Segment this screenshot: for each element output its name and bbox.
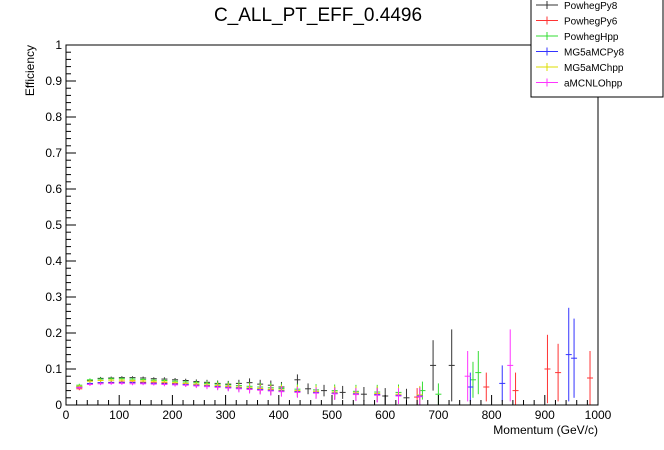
data-point	[313, 387, 320, 399]
y-tick-label: 0.4	[45, 254, 62, 268]
data-point	[507, 329, 514, 402]
legend-item: PowhegPy8	[536, 1, 618, 12]
y-tick-label: 0.8	[45, 110, 62, 124]
legend: PowhegPy8 PowhegPy6 PowhegHpp MG5aMCPy8 MG5a…	[530, 0, 664, 98]
data-point	[129, 379, 136, 382]
data-point	[182, 383, 189, 387]
data-point	[108, 378, 115, 382]
data-point	[555, 343, 562, 402]
data-point	[86, 383, 93, 386]
data-point	[360, 387, 367, 402]
data-point	[246, 385, 253, 394]
data-point	[499, 365, 506, 402]
legend-label: PowhegPy6	[564, 17, 618, 28]
data-point	[129, 382, 136, 386]
legend-item: PowhegHpp	[536, 32, 619, 43]
x-tick-label: 700	[428, 408, 448, 422]
data-point	[161, 382, 168, 387]
data-point	[278, 386, 285, 397]
y-tick-label: 0.1	[45, 362, 62, 376]
data-point	[76, 386, 83, 390]
data-point	[257, 385, 264, 395]
data-point	[140, 382, 147, 386]
y-tick-label: 0.2	[45, 326, 62, 340]
x-tick-label: 100	[109, 408, 129, 422]
legend-item: aMCNLOhpp	[536, 78, 623, 90]
data-point	[97, 382, 104, 386]
legend-box	[530, 0, 664, 98]
data-point	[294, 374, 301, 386]
y-tick-label: 0.5	[45, 218, 62, 232]
data-point	[512, 372, 519, 405]
series-aMCNLOhpp	[76, 329, 514, 405]
legend-item: MG5aMCPy8	[536, 47, 624, 59]
data-point	[193, 383, 200, 389]
data-point	[483, 372, 490, 402]
x-tick-label: 900	[535, 408, 555, 422]
data-point	[97, 379, 104, 382]
y-tick-label: 0.7	[45, 146, 62, 160]
data-marks	[76, 307, 594, 405]
y-tick-label: 0	[55, 398, 62, 412]
data-point	[374, 388, 381, 403]
y-tick-label: 0.6	[45, 182, 62, 196]
data-point	[395, 388, 402, 404]
data-point	[587, 351, 594, 405]
x-tick-label: 1000	[585, 408, 612, 422]
data-point	[416, 387, 423, 405]
legend-label: MG5aMChpp	[564, 63, 624, 74]
legend-label: PowhegPy8	[564, 1, 618, 12]
legend-label: aMCNLOhpp	[564, 79, 623, 90]
x-tick-label: 300	[216, 408, 236, 422]
data-point	[321, 384, 328, 397]
legend-item: MG5aMChpp	[536, 63, 624, 74]
data-point	[225, 384, 232, 392]
data-point	[467, 372, 474, 402]
data-point	[469, 361, 476, 398]
data-point	[118, 381, 125, 385]
data-point	[305, 383, 312, 395]
data-point	[203, 384, 210, 390]
data-point	[172, 383, 179, 387]
axes: 0 100 200 300 400 500 600 700 800 900 1000 0 0.1 0.2 0…	[45, 38, 611, 422]
data-point	[86, 379, 93, 383]
chart-title: C_ALL_PT_EFF_0.4496	[214, 5, 422, 26]
y-tick-label: 0.9	[45, 74, 62, 88]
data-point	[214, 384, 221, 391]
data-point	[150, 379, 157, 383]
legend-label: PowhegHpp	[564, 32, 619, 43]
data-point	[430, 340, 437, 391]
x-axis-title: Momentum (GeV/c)	[493, 423, 598, 437]
data-point	[140, 379, 147, 383]
legend-label: MG5aMCPy8	[564, 48, 624, 59]
y-tick-label: 1	[55, 38, 62, 52]
data-point	[565, 307, 572, 402]
legend-item: PowhegPy6	[536, 16, 618, 28]
data-point	[294, 387, 301, 398]
x-tick-label: 500	[322, 408, 342, 422]
x-tick-label: 600	[375, 408, 395, 422]
data-point	[118, 378, 125, 382]
data-point	[150, 382, 157, 386]
x-tick-label: 400	[269, 408, 289, 422]
data-point	[108, 381, 115, 385]
y-tick-label: 0.3	[45, 290, 62, 304]
data-point	[571, 318, 578, 398]
data-point	[339, 385, 346, 399]
data-point	[267, 386, 274, 396]
data-point	[235, 385, 242, 393]
x-tick-label: 800	[482, 408, 502, 422]
data-point	[544, 334, 551, 404]
x-tick-label: 200	[162, 408, 182, 422]
y-axis-title: Efficiency	[23, 45, 37, 96]
data-point	[475, 351, 482, 395]
x-tick-label: 0	[63, 408, 70, 422]
data-point	[464, 351, 471, 402]
data-point	[448, 329, 455, 402]
data-point	[331, 387, 338, 400]
data-point	[352, 388, 359, 402]
